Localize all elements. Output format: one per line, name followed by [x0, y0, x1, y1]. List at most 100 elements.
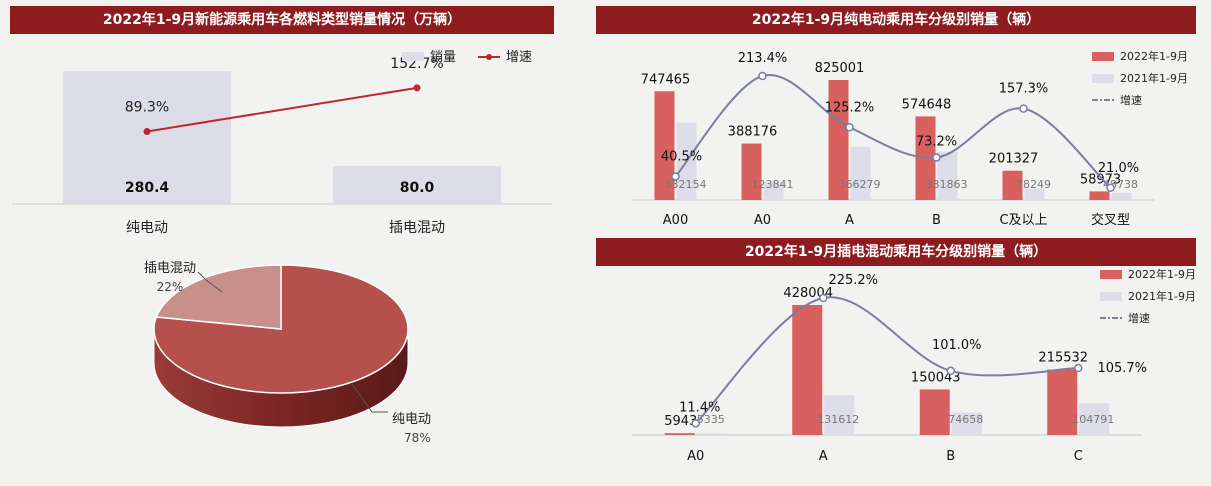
pie-percent-label: 22%: [157, 280, 184, 294]
bar-2021: [763, 181, 784, 200]
legend-swatch-2021: [1092, 74, 1114, 83]
growth-point: [1106, 183, 1115, 193]
growth-point: [1019, 104, 1028, 113]
bar-2022: [792, 305, 823, 435]
bar-value-label-2021: 123841: [752, 178, 794, 191]
growth-point: [691, 419, 700, 428]
growth-value-label: 157.3%: [999, 82, 1049, 97]
legend-label: 2022年1-9月: [1128, 267, 1196, 281]
pie-label: 纯电动: [392, 412, 431, 427]
bar-value-label-2021: 331863: [926, 178, 968, 191]
growth-line: [146, 86, 418, 133]
bar-2022: [1089, 191, 1110, 200]
bar-value-label-2021: 78249: [1016, 178, 1051, 191]
bar-value-label-2022: 201327: [989, 152, 1039, 167]
bar-2022: [664, 433, 695, 435]
growth-value-label: 125.2%: [825, 100, 875, 115]
legend-label: 增速: [1128, 311, 1150, 325]
growth-value-label: 213.4%: [738, 51, 788, 66]
bar-value-label-2022: 388176: [728, 125, 778, 140]
bar-2021: [1111, 192, 1132, 200]
bar-2021: [951, 412, 982, 435]
bar-2022: [1047, 369, 1078, 435]
growth-point: [946, 366, 955, 376]
legend-swatch-sales: [402, 52, 424, 61]
x-tick-label: B: [946, 449, 955, 464]
growth-value-label: 105.7%: [1097, 361, 1147, 376]
growth-point: [143, 128, 151, 136]
bar-2021: [850, 146, 871, 200]
growth-point: [413, 84, 421, 92]
pie-leader-line: [197, 271, 223, 293]
bar-value-label-2022: 215532: [1038, 351, 1088, 366]
bar-value-label-2021: 366279: [839, 178, 881, 191]
legend-label: 2021年1-9月: [1120, 71, 1188, 85]
growth-point: [671, 172, 680, 181]
x-tick-label: C: [1074, 449, 1083, 464]
x-tick-label: C及以上: [999, 213, 1047, 228]
growth-value-label: 73.2%: [916, 134, 957, 149]
x-tick-label: A: [845, 213, 854, 228]
bar-value-label: 80.0: [400, 180, 435, 196]
legend-swatch-2022: [1100, 270, 1122, 279]
growth-value-label: 89.3%: [125, 100, 169, 116]
bar-value-label-2022: 825001: [815, 61, 865, 76]
growth-value-label: 101.0%: [932, 338, 982, 353]
fuel-chart-title: 2022年1-9月新能源乘用车各燃料类型销量情况（万辆）: [10, 6, 554, 34]
bar-value-label-2021: 104791: [1072, 413, 1114, 426]
bar-1: [333, 166, 501, 204]
x-tick-label: A0: [754, 213, 771, 228]
legend-marker-growth: [486, 54, 492, 60]
legend-label: 2022年1-9月: [1120, 49, 1188, 63]
bar-value-label-2022: 5943: [664, 414, 697, 429]
growth-point: [1074, 363, 1083, 373]
growth-line: [674, 74, 1112, 189]
bar-2021: [696, 433, 727, 435]
growth-point: [932, 153, 941, 162]
bar-value-label-2022: 574648: [902, 97, 952, 112]
pie-slice-1: [155, 264, 282, 330]
bar-value-label-2022: 747465: [641, 72, 691, 87]
pie-label: 插电混动: [144, 261, 196, 276]
growth-value-label: 40.5%: [661, 149, 702, 164]
bar-value-label: 280.4: [125, 180, 170, 196]
growth-point: [758, 71, 767, 81]
x-tick-label: A00: [663, 213, 688, 228]
bar-value-label-2021: 131612: [817, 413, 859, 426]
x-tick-label: 插电混动: [389, 220, 445, 236]
bar-value-label-2022: 150043: [911, 370, 961, 385]
legend-swatch-2021: [1100, 292, 1122, 301]
legend-swatch-2022: [1092, 52, 1114, 61]
legend-label: 增速: [506, 50, 532, 65]
bar-0: [63, 71, 231, 204]
bar-value-label-2021: 5335: [697, 413, 725, 426]
bev-chart-title: 2022年1-9月纯电动乘用车分级别销量（辆）: [596, 6, 1196, 34]
pie-leader-line: [351, 383, 388, 413]
bar-2022: [741, 143, 762, 200]
growth-line: [695, 296, 1079, 425]
x-tick-label: B: [932, 213, 941, 228]
x-tick-label: A: [819, 449, 828, 464]
bar-value-label-2021: 532154: [665, 178, 707, 191]
x-tick-label: 交叉型: [1091, 212, 1130, 228]
bar-2021: [1024, 188, 1045, 200]
x-tick-label: A0: [687, 449, 704, 464]
legend-label: 销量: [430, 50, 456, 65]
bar-2022: [919, 389, 950, 435]
growth-point: [819, 293, 828, 303]
bar-2021: [937, 151, 958, 200]
bar-2022: [828, 80, 849, 200]
growth-value-label: 225.2%: [828, 273, 878, 288]
bar-2021: [1079, 403, 1110, 435]
bar-2021: [824, 395, 855, 435]
bar-2022: [1002, 170, 1023, 200]
bar-value-label-2021: 74658: [948, 413, 983, 426]
phev-chart-title: 2022年1-9月插电混动乘用车分级别销量（辆）: [596, 238, 1196, 266]
growth-value-label: 21.0%: [1098, 161, 1139, 176]
legend-label: 2021年1-9月: [1128, 289, 1196, 303]
pie-percent-label: 78%: [404, 431, 431, 445]
